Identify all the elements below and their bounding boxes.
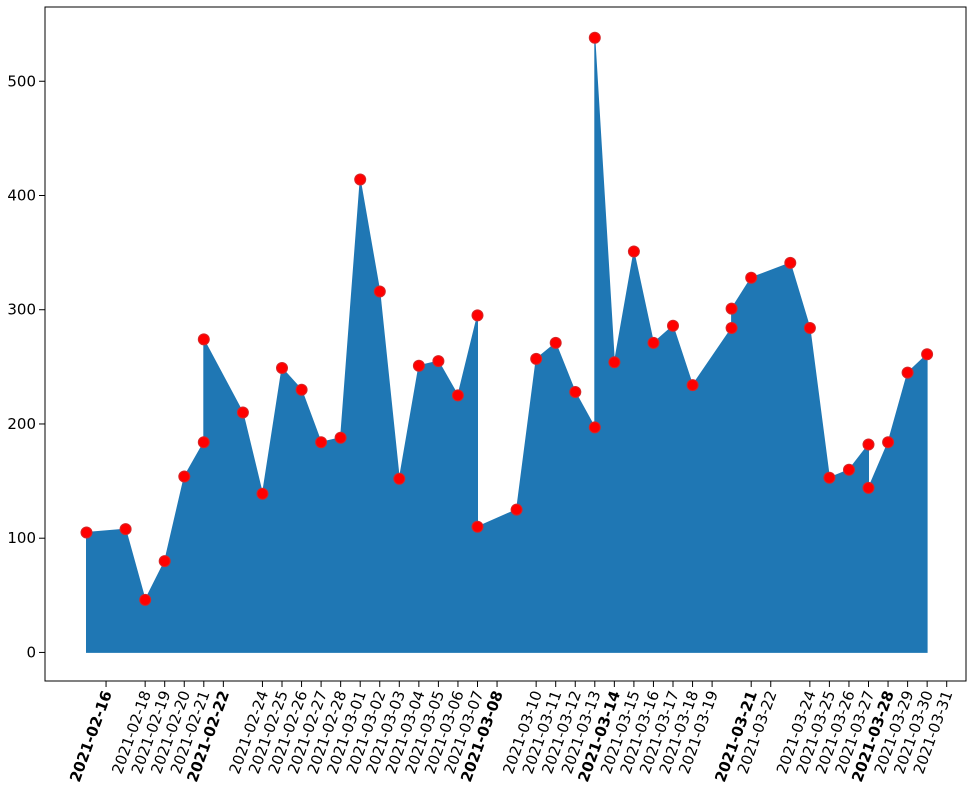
plot-frame — [44, 6, 967, 682]
data-point — [510, 503, 523, 516]
data-point — [862, 438, 875, 451]
data-point — [334, 431, 347, 444]
data-point — [823, 471, 836, 484]
data-point — [588, 31, 601, 44]
data-point — [158, 555, 171, 568]
data-point — [588, 421, 601, 434]
data-point — [236, 406, 249, 419]
y-axis: 0 100 200 300 400 500 — [7, 72, 45, 661]
data-point — [784, 256, 797, 269]
y-tick-label: 400 — [7, 186, 36, 204]
data-point — [901, 366, 914, 379]
marker-layer — [80, 31, 934, 606]
data-point — [647, 336, 660, 349]
data-point — [882, 436, 895, 449]
data-point — [725, 302, 738, 315]
data-point — [178, 470, 191, 483]
data-point — [745, 271, 758, 284]
data-point — [197, 436, 210, 449]
data-point — [530, 352, 543, 365]
data-point — [862, 481, 875, 494]
data-point — [276, 362, 288, 374]
area-fill-layer — [86, 37, 928, 653]
data-point — [921, 348, 934, 361]
data-point — [549, 336, 562, 349]
data-point — [725, 322, 738, 334]
data-point — [451, 389, 464, 402]
y-tick-label: 200 — [7, 415, 36, 433]
data-point — [686, 379, 699, 392]
x-axis: 2021-02-162021-02-182021-02-192021-02-20… — [66, 681, 956, 785]
data-point — [354, 173, 367, 186]
area-series — [86, 37, 928, 653]
data-point — [843, 463, 855, 476]
data-point — [295, 383, 308, 396]
data-point — [139, 593, 152, 606]
data-point — [627, 245, 640, 258]
data-point — [432, 355, 445, 368]
data-point — [569, 386, 582, 398]
data-point — [80, 526, 93, 539]
data-point — [373, 285, 386, 298]
data-point — [197, 333, 210, 346]
y-tick-label: 300 — [7, 301, 36, 319]
data-point — [256, 487, 269, 500]
data-point — [471, 520, 484, 533]
data-point — [315, 436, 328, 449]
y-tick-label: 100 — [7, 529, 36, 547]
y-tick-label: 500 — [7, 72, 36, 90]
data-point — [471, 309, 484, 322]
data-point — [412, 359, 425, 372]
data-point — [803, 322, 816, 334]
data-point — [667, 319, 679, 332]
data-point — [393, 472, 406, 485]
y-tick-label: 0 — [26, 643, 36, 661]
data-point — [608, 356, 621, 369]
data-point — [119, 523, 132, 536]
